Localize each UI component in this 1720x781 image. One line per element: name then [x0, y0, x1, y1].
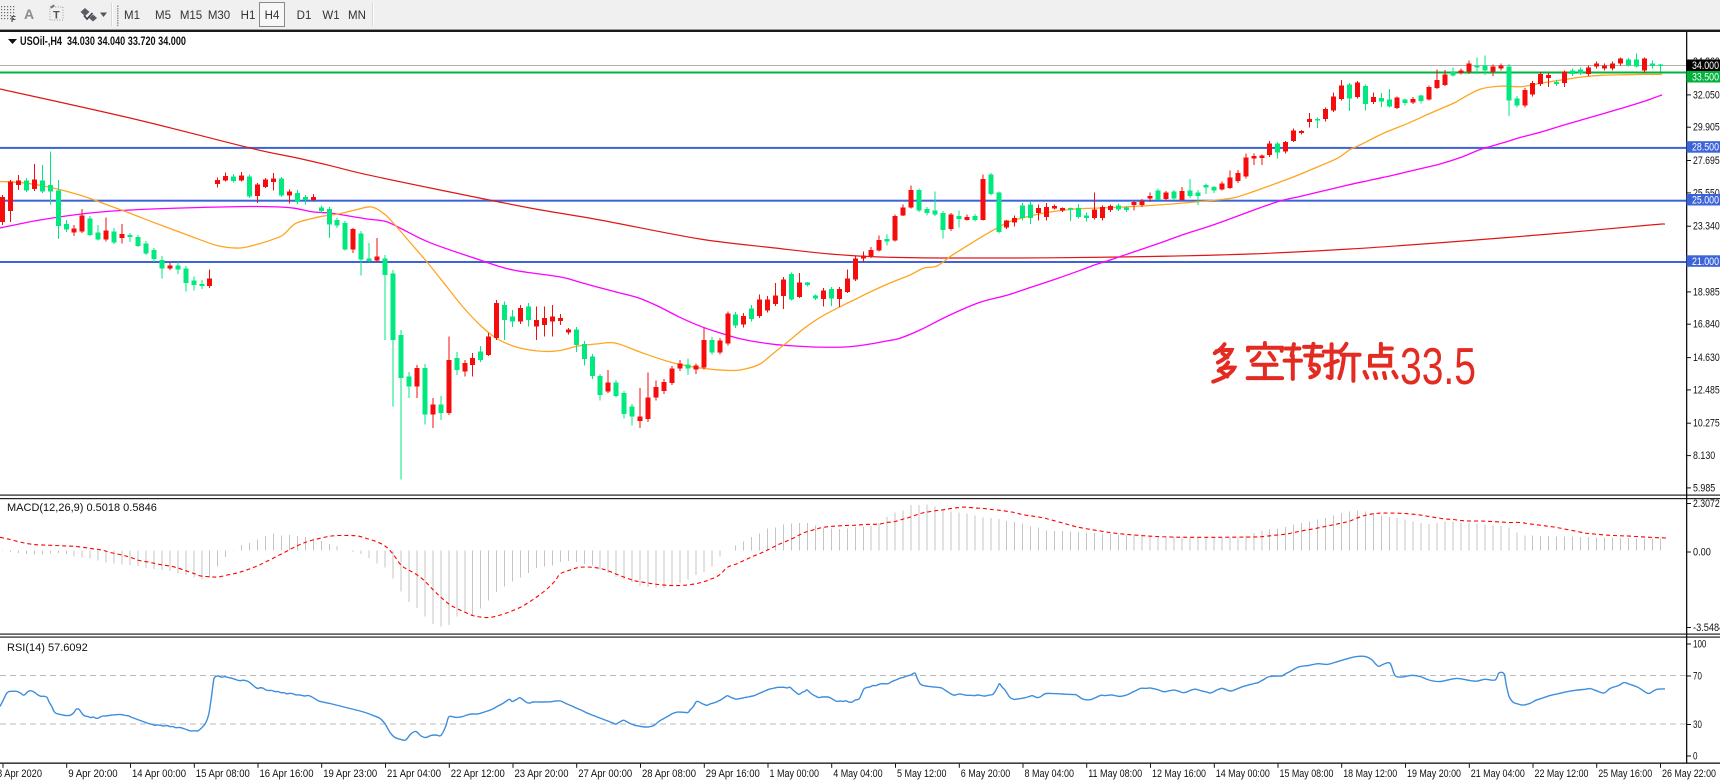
svg-text:14 May 00:00: 14 May 00:00 [1216, 768, 1270, 780]
svg-text:26 May 22:00: 26 May 22:00 [1662, 768, 1716, 780]
svg-text:M1: M1 [124, 10, 140, 22]
svg-text:29.905: 29.905 [1693, 122, 1720, 134]
svg-text:19 May 20:00: 19 May 20:00 [1407, 768, 1461, 780]
svg-text:8.130: 8.130 [1693, 450, 1715, 462]
svg-text:H4: H4 [265, 10, 280, 22]
svg-text:18 May 12:00: 18 May 12:00 [1343, 768, 1397, 780]
svg-text:6 May 20:00: 6 May 20:00 [961, 768, 1011, 780]
svg-text:23 Apr 20:00: 23 Apr 20:00 [515, 768, 569, 780]
svg-text:M15: M15 [180, 10, 202, 22]
svg-text:RSI(14) 57.6092: RSI(14) 57.6092 [7, 642, 88, 654]
svg-text:100: 100 [1693, 639, 1706, 651]
svg-text:1 May 00:00: 1 May 00:00 [770, 768, 820, 780]
svg-text:A: A [24, 6, 34, 22]
svg-text:29 Apr 16:00: 29 Apr 16:00 [706, 768, 760, 780]
svg-text:15 Apr 08:00: 15 Apr 08:00 [196, 768, 250, 780]
svg-text:F: F [11, 15, 16, 24]
svg-text:MN: MN [348, 10, 366, 22]
svg-text:28.500: 28.500 [1692, 142, 1719, 154]
svg-text:H1: H1 [241, 10, 256, 22]
svg-text:34.000: 34.000 [1692, 60, 1719, 72]
svg-text:16.840: 16.840 [1693, 319, 1720, 331]
svg-text:33.500: 33.500 [1692, 72, 1719, 84]
svg-text:9 Apr 20:00: 9 Apr 20:00 [68, 768, 118, 780]
svg-text:0: 0 [1693, 751, 1698, 763]
svg-text:-3.5484: -3.5484 [1693, 622, 1720, 634]
svg-text:8 Apr 2020: 8 Apr 2020 [0, 768, 42, 780]
svg-text:18.985: 18.985 [1693, 286, 1720, 298]
svg-text:0.00: 0.00 [1693, 547, 1711, 559]
svg-text:22 Apr 12:00: 22 Apr 12:00 [451, 768, 505, 780]
svg-text:M30: M30 [208, 10, 230, 22]
svg-text:33.5: 33.5 [1400, 338, 1476, 396]
svg-text:25.000: 25.000 [1692, 195, 1719, 207]
svg-text:21 Apr 04:00: 21 Apr 04:00 [387, 768, 441, 780]
svg-text:19 Apr 23:00: 19 Apr 23:00 [323, 768, 377, 780]
svg-text:30: 30 [1693, 719, 1702, 731]
svg-text:70: 70 [1693, 671, 1702, 683]
svg-text:25 May 16:00: 25 May 16:00 [1598, 768, 1652, 780]
svg-text:16 Apr 16:00: 16 Apr 16:00 [260, 768, 314, 780]
svg-text:12.485: 12.485 [1693, 384, 1720, 396]
svg-text:21.000: 21.000 [1692, 256, 1719, 268]
svg-text:27 Apr 00:00: 27 Apr 00:00 [578, 768, 632, 780]
svg-text:T: T [53, 10, 60, 22]
svg-text:32.050: 32.050 [1693, 89, 1720, 101]
svg-text:D1: D1 [297, 10, 312, 22]
svg-text:21 May 04:00: 21 May 04:00 [1471, 768, 1525, 780]
svg-text:5 May 12:00: 5 May 12:00 [897, 768, 947, 780]
svg-text:8 May 04:00: 8 May 04:00 [1025, 768, 1075, 780]
svg-text:14 Apr 00:00: 14 Apr 00:00 [132, 768, 186, 780]
svg-text:27.695: 27.695 [1693, 155, 1720, 167]
svg-text:11 May 08:00: 11 May 08:00 [1088, 768, 1142, 780]
svg-text:2.3072: 2.3072 [1693, 498, 1720, 510]
svg-text:W1: W1 [322, 10, 339, 22]
svg-text:23.340: 23.340 [1693, 221, 1720, 233]
svg-text:MACD(12,26,9) 0.5018 0.5846: MACD(12,26,9) 0.5018 0.5846 [7, 502, 157, 514]
svg-text:15 May 08:00: 15 May 08:00 [1280, 768, 1334, 780]
svg-text:22 May 12:00: 22 May 12:00 [1535, 768, 1589, 780]
svg-text:M5: M5 [155, 10, 171, 22]
svg-text:4 May 04:00: 4 May 04:00 [833, 768, 883, 780]
svg-text:14.630: 14.630 [1693, 352, 1720, 364]
svg-text:10.275: 10.275 [1693, 418, 1720, 430]
svg-text:USOil-,H4 34.030 34.040 33.72: USOil-,H4 34.030 34.040 33.720 34.000 [20, 36, 186, 48]
svg-text:12 May 16:00: 12 May 16:00 [1152, 768, 1206, 780]
svg-text:5.985: 5.985 [1693, 482, 1715, 494]
svg-text:28 Apr 08:00: 28 Apr 08:00 [642, 768, 696, 780]
